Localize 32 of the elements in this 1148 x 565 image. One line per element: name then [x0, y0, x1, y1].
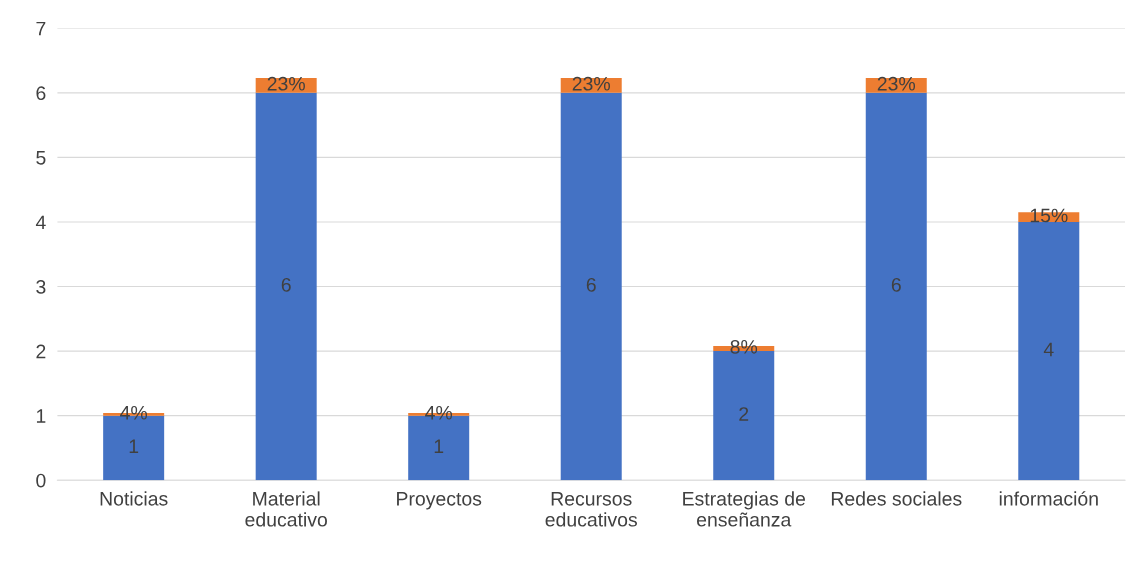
data-label: 23% — [267, 76, 305, 91]
data-label: 1 — [434, 439, 444, 453]
x-tick-label: Material educativo — [245, 491, 327, 527]
data-label: 6 — [891, 277, 901, 292]
y-tick-label: 2 — [36, 344, 46, 359]
data-label: 23% — [572, 76, 610, 91]
data-label: 23% — [877, 76, 916, 91]
data-label: 4% — [120, 405, 148, 420]
bar — [560, 92, 622, 481]
x-tick-label: Noticias — [100, 491, 168, 506]
bar — [255, 92, 317, 481]
y-tick-label: 7 — [36, 21, 46, 36]
data-label: 15% — [1030, 208, 1068, 223]
y-tick-label: 0 — [36, 473, 46, 488]
x-tick-label: información — [999, 491, 1098, 506]
x-tick-label: Estrategias de enseñanza — [683, 491, 806, 527]
bar — [1018, 221, 1080, 481]
y-tick-label: 1 — [36, 409, 46, 423]
y-tick-label: 3 — [36, 280, 46, 294]
data-label: 1 — [129, 439, 139, 453]
y-tick-label: 6 — [36, 86, 46, 101]
data-label: 2 — [739, 407, 749, 421]
x-tick-label: Recursos educativos — [545, 492, 637, 527]
data-label: 4 — [1043, 342, 1054, 357]
data-label: 6 — [281, 277, 291, 292]
x-tick-label: Proyectos — [397, 492, 482, 510]
y-tick-label: 4 — [35, 215, 46, 230]
data-label: 4% — [425, 405, 453, 420]
bar — [865, 92, 927, 481]
x-tick-label: Redes sociales — [831, 491, 962, 506]
data-label: 6 — [586, 277, 596, 292]
y-tick-label: 5 — [36, 151, 46, 165]
